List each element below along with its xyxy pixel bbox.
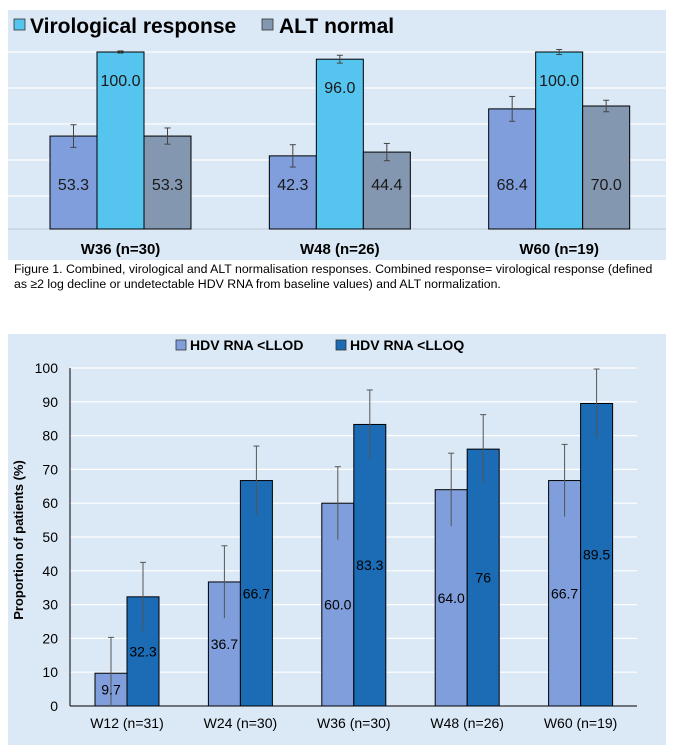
chart2-y-tick-100: 100 — [35, 360, 59, 376]
chart2-bar-w60-n-19-hdv-rna-llod — [548, 480, 582, 707]
chart2-legend-label-llod: HDV RNA <LLOD — [190, 337, 303, 353]
chart2-y-axis-label: Proportion of patients (%) — [11, 460, 26, 620]
chart1-bar-w60-n-19-series3 — [582, 105, 631, 230]
chart2-y-tick-30: 30 — [42, 597, 58, 613]
chart1-x-tick-w48-n-26: W48 (n=26) — [300, 241, 380, 258]
chart1-legend-label-virological: Virological response — [30, 15, 236, 38]
chart1-data-label: 100.0 — [539, 73, 579, 90]
chart1-bar-w60-n-19-series1 — [488, 108, 537, 230]
chart1-x-tick-w36-n-30: W36 (n=30) — [81, 241, 161, 258]
chart2-y-tick-90: 90 — [42, 394, 58, 410]
response-bar-chart: 53.3 100.0 53.3 42.3 96.0 44.4 68.4 100.0 70.0 W… — [8, 10, 666, 260]
hdv-rna-bar-chart: 0 10 20 30 40 50 60 70 80 90 100 9.7 32.3 36.7 66.7 60… — [8, 334, 666, 745]
chart2-data-label: 64.0 — [438, 590, 465, 606]
chart2-bars — [94, 368, 614, 707]
chart2-data-label: 83.3 — [356, 557, 383, 573]
chart2-x-tick-w48-n-26: W48 (n=26) — [430, 715, 504, 731]
chart2-data-label: 89.5 — [583, 547, 610, 563]
chart2-y-tick-10: 10 — [42, 664, 58, 680]
chart2-y-tick-70: 70 — [42, 461, 58, 477]
chart2-legend: HDV RNA <LLOD HDV RNA <LLOQ — [175, 337, 464, 353]
chart1-bar-w48-n-26-series3 — [362, 151, 411, 230]
chart1-data-label: 68.4 — [497, 177, 528, 194]
chart1-data-label: 100.0 — [100, 73, 140, 90]
chart2-data-label: 60.0 — [324, 597, 351, 613]
chart2-x-tick-labels: W12 (n=31) W24 (n=30) W36 (n=30) W48 (n=26)… — [90, 715, 617, 731]
chart2-data-label: 66.7 — [551, 585, 578, 601]
chart1-data-label: 53.3 — [58, 177, 89, 194]
chart2-x-tick-w12-n-31: W12 (n=31) — [90, 715, 164, 731]
chart2-bar-w60-n-19-hdv-rna-lloq — [580, 402, 614, 707]
chart2-y-tick-80: 80 — [42, 428, 58, 444]
chart1-legend: Virological response ALT normal — [13, 15, 394, 38]
chart1-bar-w48-n-26-series1 — [268, 155, 317, 230]
chart2-y-tick-40: 40 — [42, 563, 58, 579]
chart2-legend-label-lloq: HDV RNA <LLOQ — [350, 337, 464, 353]
chart1-data-label: 96.0 — [324, 80, 355, 97]
chart2-bar-w48-n-26-hdv-rna-llod — [434, 489, 468, 707]
chart2-y-tick-60: 60 — [42, 495, 58, 511]
chart1-data-label: 44.4 — [371, 177, 402, 194]
chart1-bars — [49, 48, 631, 230]
chart1-data-label: 42.3 — [277, 177, 308, 194]
chart1-x-tick-labels: W36 (n=30) W48 (n=26) W60 (n=19) — [81, 241, 599, 258]
chart1-bar-w36-n-30-series3 — [143, 135, 192, 230]
chart2-y-tick-20: 20 — [42, 630, 58, 646]
chart2-x-tick-w24-n-30: W24 (n=30) — [204, 715, 278, 731]
chart2-y-tick-labels: 0 10 20 30 40 50 60 70 80 90 100 — [35, 360, 59, 714]
chart2-data-labels: 9.7 32.3 36.7 66.7 60.0 83.3 64.0 76 66.7 89.5 — [101, 547, 610, 698]
chart2-legend-swatch-lloq — [335, 339, 347, 351]
chart1-data-label: 70.0 — [591, 177, 622, 194]
chart1-bar-w48-n-26-series2 — [315, 58, 364, 230]
chart2-y-tick-50: 50 — [42, 529, 58, 545]
chart1-legend-swatch-virological — [13, 18, 26, 31]
chart2-legend-swatch-llod — [175, 339, 187, 351]
chart2-bar-w48-n-26-hdv-rna-lloq — [466, 448, 500, 707]
chart1-data-labels: 53.3 100.0 53.3 42.3 96.0 44.4 68.4 100.0 70.0 — [58, 73, 622, 194]
chart2-y-tick-0: 0 — [50, 698, 58, 714]
chart1-x-tick-w60-n-19: W60 (n=19) — [519, 241, 599, 258]
chart2-data-label: 32.3 — [129, 643, 156, 659]
chart2-data-label: 76 — [475, 570, 491, 586]
chart2-data-label: 36.7 — [211, 636, 238, 652]
chart2-data-label: 9.7 — [101, 682, 121, 698]
chart2-x-tick-w36-n-30: W36 (n=30) — [317, 715, 391, 731]
chart2-bar-w24-n-30-hdv-rna-lloq — [239, 480, 273, 707]
figure-caption: Figure 1. Combined, virological and ALT … — [14, 262, 653, 291]
chart1-data-label: 53.3 — [152, 177, 183, 194]
chart1-legend-swatch-alt — [261, 18, 274, 31]
chart1-legend-label-alt: ALT normal — [279, 15, 394, 38]
chart2-data-label: 66.7 — [243, 585, 270, 601]
chart2-x-tick-w60-n-19: W60 (n=19) — [544, 715, 618, 731]
